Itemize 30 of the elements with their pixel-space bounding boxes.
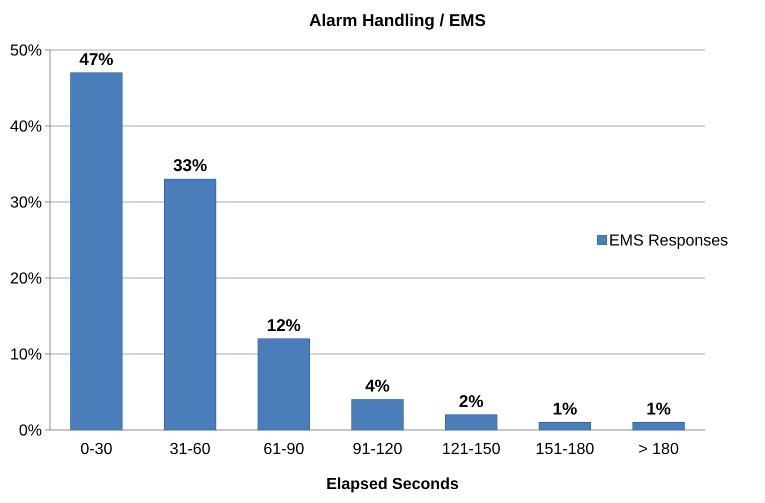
bar [70,72,123,430]
bar [538,422,592,430]
x-tick-label: 151-180 [536,441,594,458]
bar [632,422,685,430]
data-label: 12% [266,316,301,335]
x-tick-label: 61-90 [263,441,304,458]
bar [445,414,498,430]
y-tick-label: 40% [10,118,42,136]
x-tick-label: 31-60 [170,441,211,458]
data-label: 47% [79,50,114,69]
y-tick-label: 30% [10,194,42,212]
y-tick-label: 20% [10,270,42,288]
y-tick-label: 50% [10,42,42,60]
chart-title: Alarm Handling / EMS [309,11,486,30]
bar [258,338,310,430]
data-label: 1% [646,399,671,418]
bar [351,399,404,430]
legend-label: EMS Responses [609,232,728,250]
data-label: 4% [365,376,390,396]
bar [164,178,216,430]
x-tick-label: > 180 [638,441,679,458]
data-label: 2% [458,392,484,411]
y-tick-label: 10% [10,346,42,364]
data-label: 1% [552,399,578,418]
data-label: 33% [173,156,208,176]
x-axis-title: Elapsed Seconds [326,476,459,493]
x-tick-label: 121-150 [442,441,501,458]
y-tick-label: 0% [18,422,42,440]
x-tick-label: 91-120 [352,441,403,458]
x-tick-label: 0-30 [80,441,112,458]
